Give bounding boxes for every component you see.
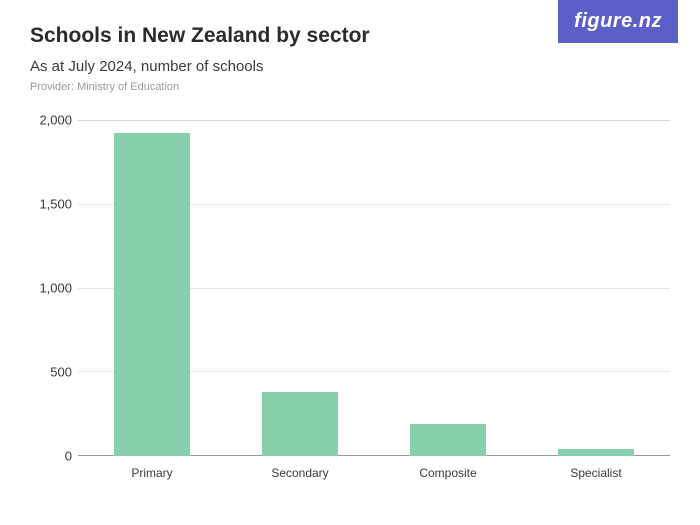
bar <box>114 133 189 456</box>
chart-provider: Provider: Ministry of Education <box>30 81 670 93</box>
y-tick-label: 2,000 <box>30 113 72 128</box>
bar <box>558 449 633 456</box>
x-tick-label: Composite <box>419 466 476 480</box>
y-tick-label: 1,000 <box>30 281 72 296</box>
x-tick-label: Specialist <box>570 466 621 480</box>
x-tick-label: Secondary <box>271 466 328 480</box>
chart-subtitle: As at July 2024, number of schools <box>30 58 670 75</box>
logo-badge: figure.nz <box>558 0 678 43</box>
bar <box>262 392 337 456</box>
y-tick-label: 0 <box>30 449 72 464</box>
y-tick-label: 500 <box>30 365 72 380</box>
bar <box>410 424 485 456</box>
chart-area: 05001,0001,5002,000PrimarySecondaryCompo… <box>30 120 670 480</box>
logo-text: figure.nz <box>574 10 662 32</box>
x-tick-label: Primary <box>131 466 172 480</box>
plot-region <box>78 120 670 456</box>
y-tick-label: 1,500 <box>30 197 72 212</box>
